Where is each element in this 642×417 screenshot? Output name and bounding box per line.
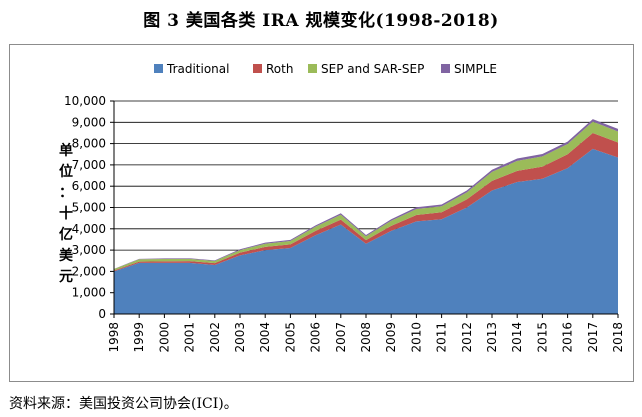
axes [110, 100, 619, 318]
legend-swatch-roth [253, 64, 262, 73]
x-tick-label: 2007 [334, 322, 348, 353]
area-roth [114, 132, 618, 272]
y-axis-label-char: ： [59, 185, 73, 201]
y-axis-label-char: 元 [59, 269, 73, 285]
x-tick-label: 2017 [586, 322, 600, 353]
x-tick-label: 2009 [384, 322, 398, 353]
legend-swatch-simple [441, 64, 450, 73]
x-tick-label: 1999 [132, 322, 146, 353]
y-tick-label: 5,000 [72, 201, 106, 215]
x-tick-label: 2011 [435, 322, 449, 353]
x-tick-label: 2016 [561, 322, 575, 353]
x-tick-label: 2005 [283, 322, 297, 353]
x-tick-label: 2018 [611, 322, 625, 353]
legend-label-simple: SIMPLE [454, 62, 497, 76]
chart-legend: Traditional Roth SEP and SAR-SEP SIMPLE [154, 62, 497, 76]
y-axis-label-char: 十 [59, 205, 73, 222]
y-axis-label-char: 位 [59, 163, 73, 180]
x-tick-label: 2012 [460, 322, 474, 353]
x-tick-label: 2014 [510, 322, 524, 353]
x-axis-tick-labels: 1998 1999 2000 2001 2002 2003 2004 2005 2006 2007… [107, 322, 625, 353]
x-tick-label: 2015 [535, 322, 549, 353]
area-series [114, 119, 618, 314]
y-tick-label: 3,000 [72, 243, 106, 257]
legend-label-sep-and-sar-sep: SEP and SAR-SEP [321, 62, 424, 76]
x-tick-label: 2000 [157, 322, 171, 353]
y-axis-label-char: 美 [59, 247, 74, 264]
y-tick-label: 8,000 [72, 137, 106, 151]
legend-label-roth: Roth [266, 62, 293, 76]
x-tick-label: 2013 [485, 322, 499, 353]
y-tick-label: 10,000 [64, 94, 106, 108]
y-tick-label: 1,000 [72, 286, 106, 300]
y-tick-label: 2,000 [72, 264, 106, 278]
y-tick-label: 0 [98, 307, 106, 321]
x-tick-label: 2008 [359, 322, 373, 353]
y-axis-tick-labels: 0 1,000 2,000 3,000 4,000 5,000 6,000 7,000 8,00… [64, 94, 106, 321]
y-tick-label: 6,000 [72, 179, 106, 193]
y-tick-label: 7,000 [72, 158, 106, 172]
y-tick-label: 9,000 [72, 115, 106, 129]
x-tick-label: 2010 [409, 322, 423, 353]
y-axis-label-char: 亿 [59, 226, 73, 243]
y-tick-label: 4,000 [72, 222, 106, 236]
area-traditional [114, 148, 618, 314]
x-tick-label: 2003 [233, 322, 247, 353]
x-tick-label: 1998 [107, 322, 121, 353]
x-tick-label: 2001 [183, 322, 197, 353]
x-tick-label: 2006 [309, 322, 323, 353]
source-note: 资料来源：美国投资公司协会(ICI)。 [9, 396, 238, 412]
x-tick-label: 2002 [208, 322, 222, 353]
legend-label-traditional: Traditional [166, 62, 229, 76]
legend-swatch-sep-and-sar-sep [308, 64, 317, 73]
legend-swatch-traditional [154, 64, 163, 73]
y-axis-label: 单位 ： 十亿美元 [59, 142, 74, 285]
y-axis-label-char: 单 [59, 142, 73, 159]
figure-title: 图 3 美国各类 IRA 规模变化(1998-2018) [143, 11, 499, 31]
x-tick-label: 2004 [258, 322, 272, 353]
